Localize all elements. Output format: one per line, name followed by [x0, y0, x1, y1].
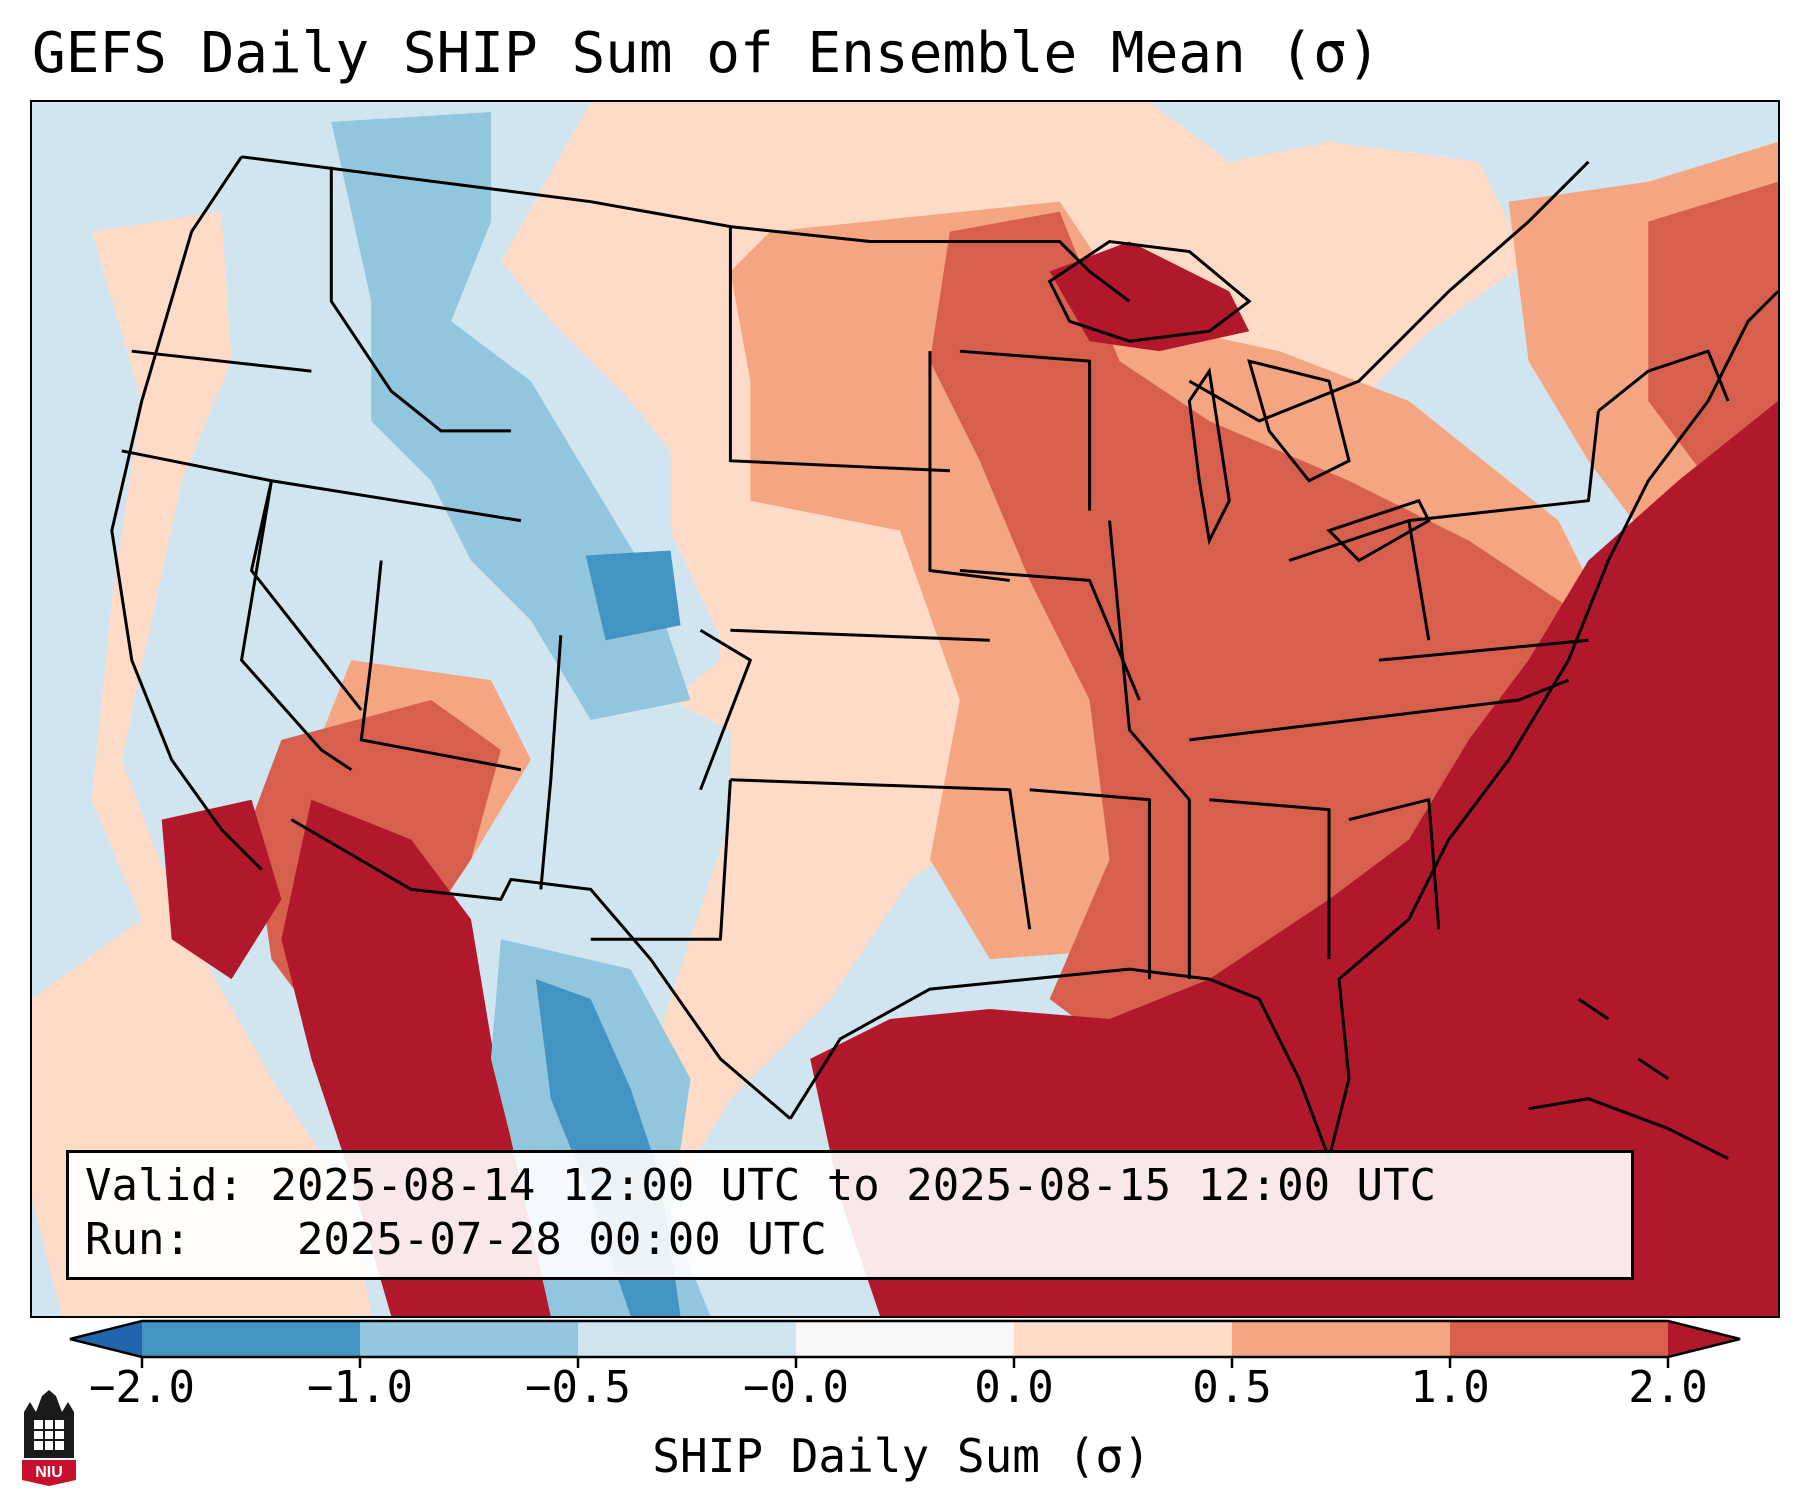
colorbar-bin: [360, 1321, 579, 1357]
field-positive-strong-southeast: [810, 401, 1778, 1316]
border-west-coast: [110, 155, 263, 871]
colorbar-tick-label: 0.0: [974, 1362, 1054, 1413]
border-ar-la: [1029, 788, 1151, 980]
border-ny-pa: [1408, 410, 1600, 523]
colorbar-tick-label: 0.5: [1192, 1362, 1272, 1413]
ship-field-map: [32, 102, 1778, 1316]
colorbar-tick-label: −2.0: [89, 1362, 195, 1413]
field-positive-light-westcoast: [32, 211, 372, 1316]
colorbar-bin: [1232, 1321, 1451, 1357]
bahamas: [1577, 997, 1670, 1081]
map-panel: [30, 100, 1780, 1318]
border-mn-wi: [959, 349, 1092, 511]
border-ut-co: [359, 560, 522, 772]
lake-huron: [1247, 359, 1351, 483]
run-row: Run: 2025-07-28 00:00 UTC: [85, 1213, 1615, 1267]
border-mt-nd: [728, 226, 950, 473]
colorbar-ticks: −2.0 −1.0 −0.5 −0.0 0.0 0.5 1.0 2.0: [0, 1362, 1803, 1418]
border-ms-al: [1209, 798, 1331, 960]
chart-title: GEFS Daily SHIP Sum of Ensemble Mean (σ): [32, 21, 1381, 86]
run-label: Run:: [85, 1214, 191, 1265]
great-lakes: [1047, 239, 1431, 563]
colorbar-bin: [796, 1321, 1015, 1357]
border-co-ks: [699, 628, 752, 791]
colorbar-bin: [142, 1321, 361, 1357]
colorbar-tick-label: −0.0: [743, 1362, 849, 1413]
colorbar-bins: [69, 1319, 1741, 1368]
border-wa-or: [131, 349, 312, 373]
field-positive-dark-northeast: [1648, 181, 1778, 481]
colorbar-extend-min: [70, 1321, 142, 1357]
border-il-in: [1108, 520, 1191, 980]
valid-label: Valid:: [85, 1160, 244, 1211]
lake-michigan: [1187, 367, 1231, 546]
border-ok-tx: [730, 778, 1032, 930]
validity-box: Valid: 2025-08-14 12:00 UTC to 2025-08-1…: [66, 1150, 1634, 1280]
border-gulf-coast: [788, 290, 1778, 1161]
lake-superior: [1047, 239, 1252, 343]
colorbar: [69, 1318, 1741, 1368]
border-mexico: [290, 818, 792, 1120]
border-ky-tn: [1189, 678, 1570, 742]
border-id-mt: [329, 166, 511, 433]
border-nd-sd: [928, 351, 1010, 582]
colorbar-tick-label: −1.0: [307, 1362, 413, 1413]
cuba: [1528, 1097, 1729, 1160]
colorbar-bin: [1014, 1321, 1233, 1357]
border-canada-east: [1188, 160, 1590, 423]
border-va-nc: [1378, 638, 1589, 662]
border-4corners: [539, 635, 563, 890]
valid-value: 2025-08-14 12:00 UTC to 2025-08-15 12:00…: [270, 1160, 1437, 1211]
colorbar-bin: [578, 1321, 797, 1357]
border-ca-nv: [250, 480, 363, 711]
border-nm-tx: [590, 779, 732, 941]
field-positive-light-plains: [590, 401, 1030, 1316]
border-canada: [241, 155, 1131, 303]
colorbar-tick-label: 1.0: [1410, 1362, 1490, 1413]
border-nv-ut: [240, 480, 353, 772]
field-positive-strong-superior: [1049, 241, 1250, 352]
lake-erie: [1326, 498, 1431, 563]
valid-row: Valid: 2025-08-14 12:00 UTC to 2025-08-1…: [85, 1159, 1615, 1213]
field-positive-strong-baja: [161, 799, 282, 980]
border-ne: [1597, 349, 1730, 413]
run-value: 2025-07-28 00:00 UTC: [296, 1214, 827, 1265]
niu-logo: NIU: [22, 1390, 76, 1486]
colorbar-bin: [1450, 1321, 1669, 1357]
colorbar-tick-label: 2.0: [1628, 1362, 1708, 1413]
colorbar-extend-max: [1668, 1321, 1740, 1357]
logo-text: NIU: [35, 1464, 63, 1481]
state-boundaries: [110, 155, 1778, 1161]
caribbean-islands: [1528, 997, 1729, 1160]
border-ks-ne: [730, 628, 990, 642]
border-ga-fl: [1348, 798, 1441, 930]
colorbar-tick-label: −0.5: [525, 1362, 631, 1413]
colorbar-label: SHIP Daily Sum (σ): [652, 1429, 1151, 1483]
field-negative-strong-colorado: [585, 550, 681, 641]
